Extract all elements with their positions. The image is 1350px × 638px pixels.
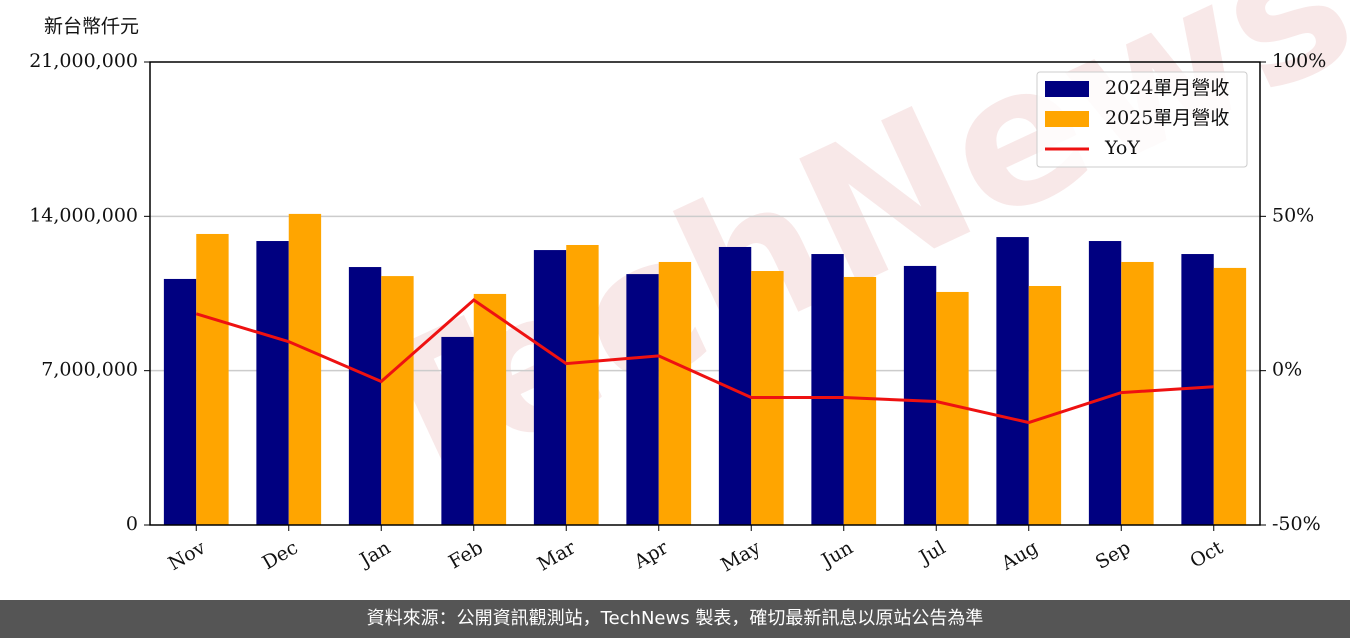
bar xyxy=(381,276,414,525)
bar xyxy=(473,293,507,525)
y2-tick-label: 100% xyxy=(1272,50,1326,72)
legend-label: YoY xyxy=(1104,137,1140,159)
legend-box xyxy=(1036,71,1248,168)
x-tick-label: Dec xyxy=(259,537,302,575)
bar xyxy=(348,267,382,525)
bar xyxy=(996,237,1029,525)
x-tick-label: Nov xyxy=(165,536,210,575)
plot-frame xyxy=(149,61,1261,526)
x-tick-label: May xyxy=(717,536,764,576)
bar xyxy=(533,250,567,525)
x-tick-label: Aug xyxy=(997,537,1042,576)
bar xyxy=(441,336,474,525)
y2-tick-label: -50% xyxy=(1272,513,1321,535)
y-axis-label: 新台幣仟元 xyxy=(44,16,139,38)
bar xyxy=(1028,286,1062,525)
bar xyxy=(903,265,937,525)
bar xyxy=(626,274,659,525)
x-tick-label: Sep xyxy=(1092,537,1135,574)
x-tick-label: Feb xyxy=(445,537,487,574)
x-tick-label: Oct xyxy=(1186,536,1227,572)
y2-tick-label: 50% xyxy=(1272,204,1314,226)
bar xyxy=(256,241,289,525)
y-tick-label: 7,000,000 xyxy=(41,359,138,381)
footer: 資料來源：公開資訊觀測站，TechNews 製表，確切最新訊息以原站公告為準 xyxy=(0,600,1350,638)
legend-swatch xyxy=(1045,81,1089,97)
x-tick-label: Apr xyxy=(630,536,673,573)
bar xyxy=(1213,267,1247,525)
bar xyxy=(196,233,229,525)
y-tick-label: 21,000,000 xyxy=(29,50,138,72)
bar xyxy=(658,261,692,525)
bar xyxy=(288,213,322,526)
x-tick-label: Mar xyxy=(534,536,580,575)
yoy-line xyxy=(195,298,1214,425)
x-tick-label: Jun xyxy=(816,537,857,573)
y-tick-label: 14,000,000 xyxy=(29,204,138,226)
bar xyxy=(811,254,844,525)
bar xyxy=(566,244,599,525)
y2-tick-label: 0% xyxy=(1272,359,1302,381)
legend-label: 2025單月營收 xyxy=(1105,107,1229,129)
chart: TechNews 新台幣仟元 07,000,00014,000,00021,00… xyxy=(29,0,1350,576)
x-tick-label: Jul xyxy=(914,537,949,570)
bar xyxy=(1088,241,1122,525)
bar xyxy=(843,276,877,525)
x-tick-label: Jan xyxy=(355,537,395,573)
bar xyxy=(163,278,197,525)
y-tick-label: 0 xyxy=(126,513,138,535)
legend-swatch xyxy=(1045,111,1089,127)
legend-label: 2024單月營收 xyxy=(1105,77,1229,99)
